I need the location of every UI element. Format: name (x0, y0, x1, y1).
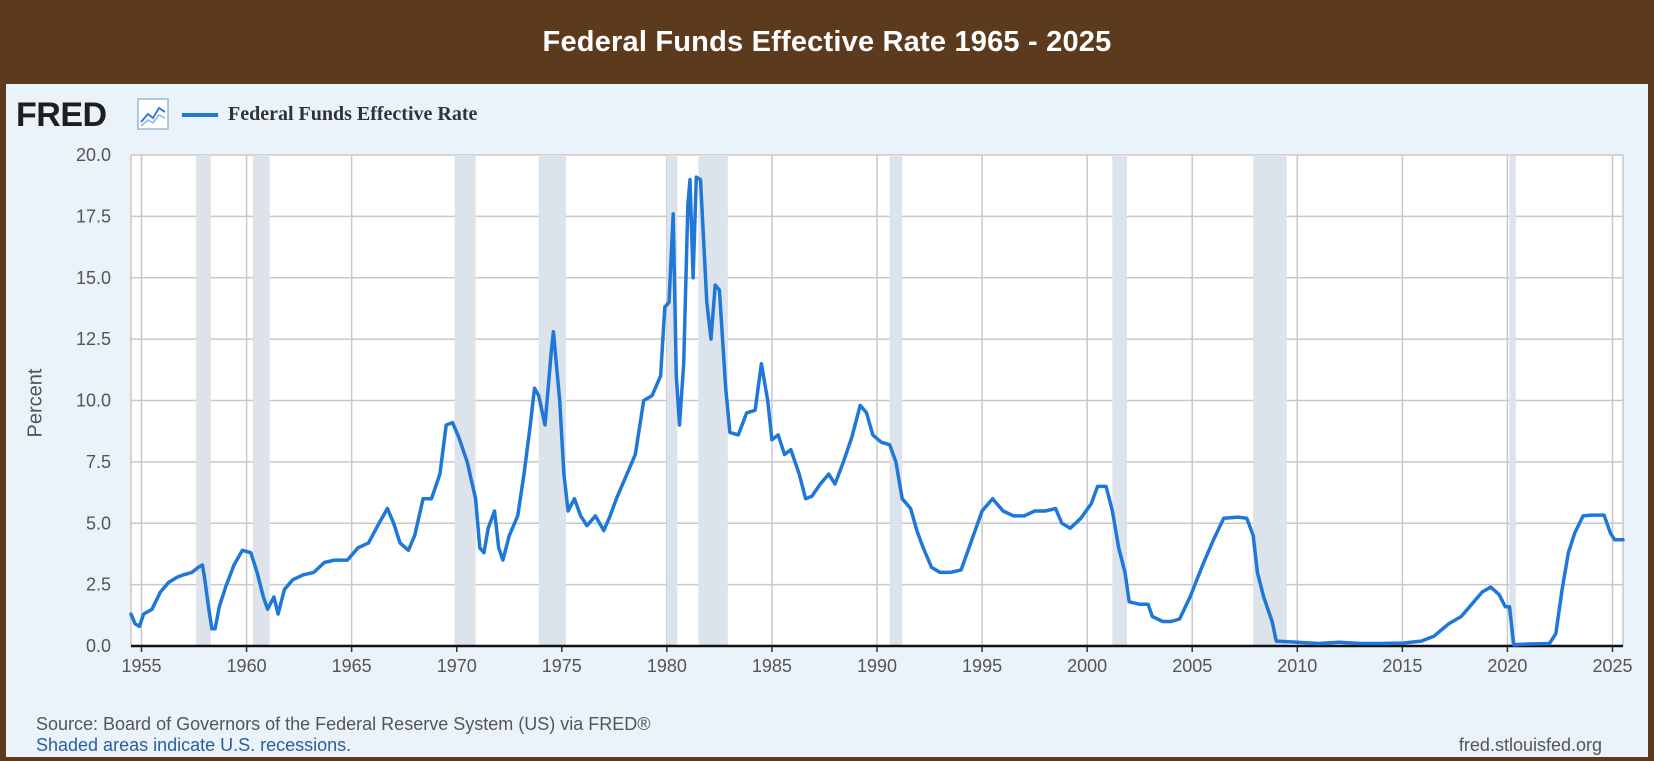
recession-band (538, 155, 566, 646)
recession-band (1509, 155, 1516, 646)
fred-logo[interactable]: FRED (16, 96, 107, 134)
legend: Federal Funds Effective Rate (182, 103, 477, 126)
x-tick-label: 1970 (437, 656, 477, 676)
x-tick-label: 1995 (962, 656, 1002, 676)
x-tick-label: 2015 (1382, 656, 1422, 676)
title-banner: Federal Funds Effective Rate 1965 - 2025 (0, 0, 1654, 84)
x-tick-label: 2010 (1277, 656, 1317, 676)
recession-band (889, 155, 903, 646)
recession-band (1253, 155, 1287, 646)
y-tick-label: 20.0 (76, 145, 111, 165)
y-axis-label: Percent (24, 368, 47, 438)
recession-band (196, 155, 211, 646)
recession-band (454, 155, 476, 646)
line-chart-icon[interactable] (137, 98, 169, 130)
recession-band (252, 155, 270, 646)
x-tick-label: 2000 (1067, 656, 1107, 676)
recession-note: Shaded areas indicate U.S. recessions. (36, 735, 352, 755)
source-text: Source: Board of Governors of the Federa… (36, 714, 651, 734)
x-tick-label: 2005 (1172, 656, 1212, 676)
y-tick-label: 12.5 (76, 329, 111, 349)
x-tick-label: 1985 (752, 656, 792, 676)
x-tick-label: 1975 (542, 656, 582, 676)
x-tick-label: 2020 (1487, 656, 1527, 676)
x-tick-label: 2025 (1592, 656, 1632, 676)
y-tick-label: 15.0 (76, 268, 111, 288)
y-tick-label: 5.0 (86, 513, 111, 533)
legend-label[interactable]: Federal Funds Effective Rate (228, 103, 478, 125)
x-tick-label: 1960 (227, 656, 267, 676)
legend-swatch (182, 112, 218, 117)
y-tick-label: 2.5 (86, 575, 111, 595)
y-tick-label: 7.5 (86, 452, 111, 472)
y-tick-label: 10.0 (76, 391, 111, 411)
x-tick-label: 1955 (121, 656, 161, 676)
tick-labels: 0.0 2.5 5.0 7.5 10.0 12.5 15.0 17.5 20.0 1955 1960… (76, 145, 1633, 676)
y-tick-label: 0.0 (86, 636, 111, 656)
recession-bands (196, 155, 1516, 646)
x-tick-label: 1980 (647, 656, 687, 676)
recession-band (666, 155, 678, 646)
x-tick-label: 1990 (857, 656, 897, 676)
series-lines (129, 175, 1625, 647)
banner-title: Federal Funds Effective Rate 1965 - 2025 (542, 25, 1112, 58)
y-tick-label: 17.5 (76, 206, 111, 226)
series-line-federal-funds-rate (129, 175, 1625, 647)
site-credit[interactable]: fred.stlouisfed.org (1458, 735, 1602, 755)
gridlines (130, 154, 1624, 652)
x-tick-label: 1965 (332, 656, 372, 676)
